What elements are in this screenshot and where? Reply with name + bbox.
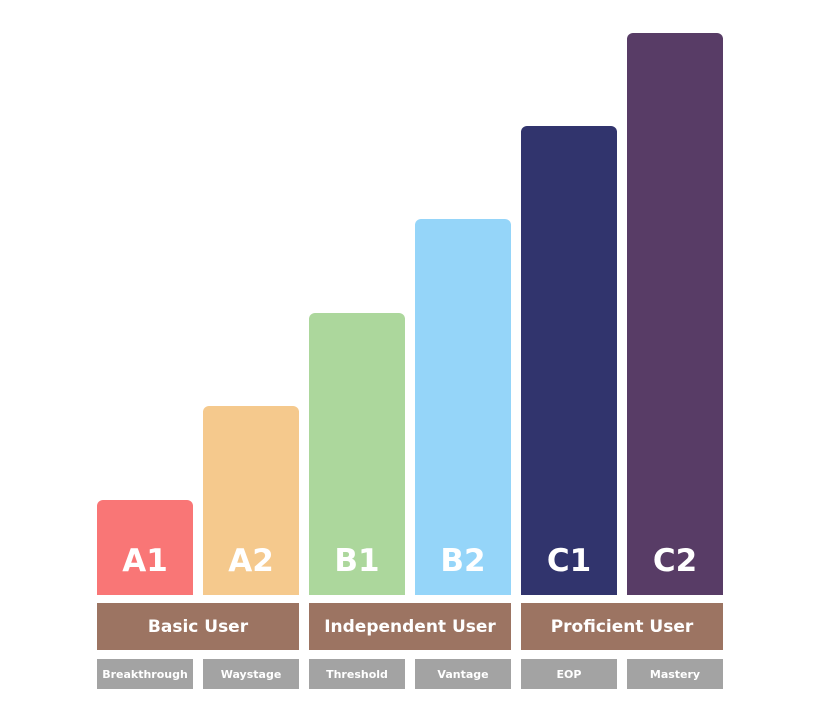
level-name: Waystage [203, 659, 299, 689]
level-bar: B1 [309, 313, 405, 595]
level-name: Mastery [627, 659, 723, 689]
level-name: EOP [521, 659, 617, 689]
level-name: Breakthrough [97, 659, 193, 689]
level-bar: A2 [203, 406, 299, 595]
level-code: C1 [546, 543, 592, 579]
level-code: A2 [228, 543, 274, 579]
level-bar: C1 [521, 126, 617, 595]
level-bar: A1 [97, 500, 193, 595]
level-code: C2 [652, 543, 698, 579]
level-code: A1 [122, 543, 168, 579]
user-group: Proficient User [521, 603, 723, 650]
level-bar: B2 [415, 219, 511, 595]
level-name: Vantage [415, 659, 511, 689]
user-group: Independent User [309, 603, 511, 650]
level-name: Threshold [309, 659, 405, 689]
user-group: Basic User [97, 603, 299, 650]
level-code: B2 [440, 543, 486, 579]
level-code: B1 [334, 543, 380, 579]
level-bar: C2 [627, 33, 723, 595]
